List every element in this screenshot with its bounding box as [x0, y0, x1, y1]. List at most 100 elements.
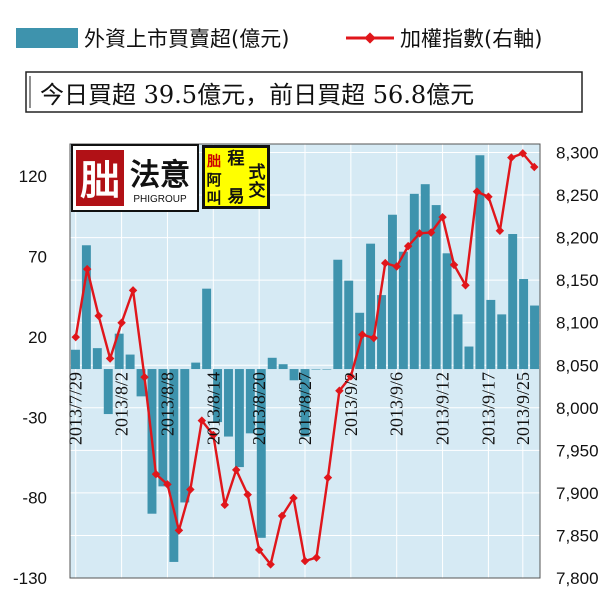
- x-tick-label: 2013/7/29: [66, 372, 86, 445]
- left-tick-label: 70: [28, 248, 47, 267]
- index-point: [392, 262, 401, 271]
- bar: [508, 234, 518, 370]
- index-point: [220, 500, 229, 510]
- summary-text: 今日買超 39.5億元，前日買超 56.8億元: [40, 81, 474, 109]
- bar: [256, 369, 266, 538]
- x-tick-label: 2013/8/27: [295, 372, 315, 445]
- index-point: [381, 258, 390, 268]
- bar: [497, 314, 507, 370]
- right-axis-ticks: 7,800 7,850 7,900 7,950 8,000 8,050 8,100 8,150…: [556, 144, 599, 588]
- right-tick-label: 8,000: [556, 399, 599, 418]
- index-point: [105, 354, 115, 363]
- legend-bar-label: 外資上市買賣超(億元): [84, 27, 289, 51]
- index-point: [346, 372, 356, 381]
- index-point: [163, 480, 172, 489]
- left-tick-label: 120: [19, 167, 47, 186]
- index-point: [312, 553, 321, 562]
- left-tick-label: 20: [28, 328, 47, 347]
- index-point: [300, 556, 310, 566]
- index-point: [71, 332, 80, 342]
- phigroup-logo: 朏 法意 PHIGROUP: [71, 144, 199, 212]
- index-point: [243, 490, 252, 499]
- bar: [409, 193, 419, 370]
- bar: [103, 369, 113, 415]
- index-point: [186, 485, 195, 494]
- program-logo-char-2: 式: [249, 162, 266, 183]
- right-tick-label: 7,800: [556, 569, 599, 588]
- right-tick-label: 7,950: [556, 441, 599, 460]
- x-tick-label: 2013/8/8: [157, 372, 177, 436]
- index-point: [117, 318, 126, 327]
- bar: [245, 369, 255, 434]
- index-point: [254, 545, 264, 555]
- bar: [387, 214, 397, 370]
- bar: [464, 346, 474, 370]
- right-tick-label: 8,300: [556, 144, 599, 163]
- bar: [169, 369, 179, 562]
- index-point: [140, 372, 149, 382]
- index-point: [449, 260, 459, 270]
- bar: [114, 333, 124, 370]
- program-logo-char-1: 程: [228, 149, 245, 169]
- index-point: [277, 511, 287, 521]
- line-series: [71, 149, 539, 569]
- right-tick-label: 8,200: [556, 229, 599, 248]
- program-logo-char-6: 易: [228, 187, 245, 207]
- index-point: [403, 241, 413, 251]
- bar: [322, 369, 332, 370]
- bar: [202, 288, 212, 370]
- right-tick-label: 8,050: [556, 356, 599, 375]
- phigroup-logo-chinese: 法意: [130, 158, 190, 193]
- left-tick-label: -30: [22, 408, 47, 427]
- index-point: [323, 473, 333, 482]
- program-logo-char-3: 阿: [206, 171, 221, 189]
- bar: [398, 251, 408, 370]
- legend-line-label: 加權指數(右軸): [400, 27, 542, 51]
- index-point: [197, 416, 207, 425]
- index-point: [335, 386, 344, 396]
- x-tick-label: 2013/9/17: [478, 372, 498, 445]
- index-point: [461, 281, 470, 290]
- bar: [278, 364, 288, 370]
- left-tick-label: -80: [22, 489, 47, 508]
- bar: [267, 357, 277, 370]
- index-point: [358, 330, 367, 339]
- bar: [234, 369, 244, 468]
- bar: [431, 205, 441, 370]
- index-point: [426, 228, 436, 237]
- x-axis-ticks: 2013/7/29 2013/8/2 2013/8/8 2013/8/14 2013/8…: [66, 372, 533, 445]
- bar: [158, 369, 168, 487]
- bar: [289, 369, 299, 381]
- bar: [81, 245, 91, 370]
- bar-series: [71, 155, 539, 562]
- left-tick-label: -130: [13, 569, 47, 588]
- index-point: [507, 153, 516, 162]
- index-point: [484, 192, 493, 202]
- x-tick-label: 2013/9/12: [433, 372, 453, 445]
- bar: [420, 184, 430, 370]
- right-tick-label: 7,900: [556, 484, 599, 503]
- index-point: [209, 430, 218, 440]
- bar: [442, 253, 452, 370]
- bar: [125, 354, 135, 370]
- bar: [136, 369, 146, 397]
- right-tick-label: 8,150: [556, 271, 599, 290]
- x-tick-label: 2013/9/25: [513, 372, 533, 445]
- bar: [377, 295, 386, 370]
- bar: [300, 369, 310, 437]
- bar: [486, 299, 496, 370]
- bar: [366, 243, 376, 370]
- bar: [475, 155, 485, 370]
- index-point: [94, 311, 103, 321]
- right-tick-label: 8,100: [556, 314, 599, 333]
- bar: [71, 349, 80, 370]
- bar: [180, 369, 190, 503]
- x-tick-label: 2013/9/6: [387, 372, 407, 436]
- x-tick-label: 2013/8/20: [249, 372, 269, 445]
- index-point: [231, 465, 241, 475]
- index-point: [151, 469, 161, 479]
- legend-bar-swatch: [16, 28, 78, 48]
- index-point: [82, 264, 92, 274]
- summary-box: 今日買超 39.5億元，前日買超 56.8億元: [25, 71, 583, 113]
